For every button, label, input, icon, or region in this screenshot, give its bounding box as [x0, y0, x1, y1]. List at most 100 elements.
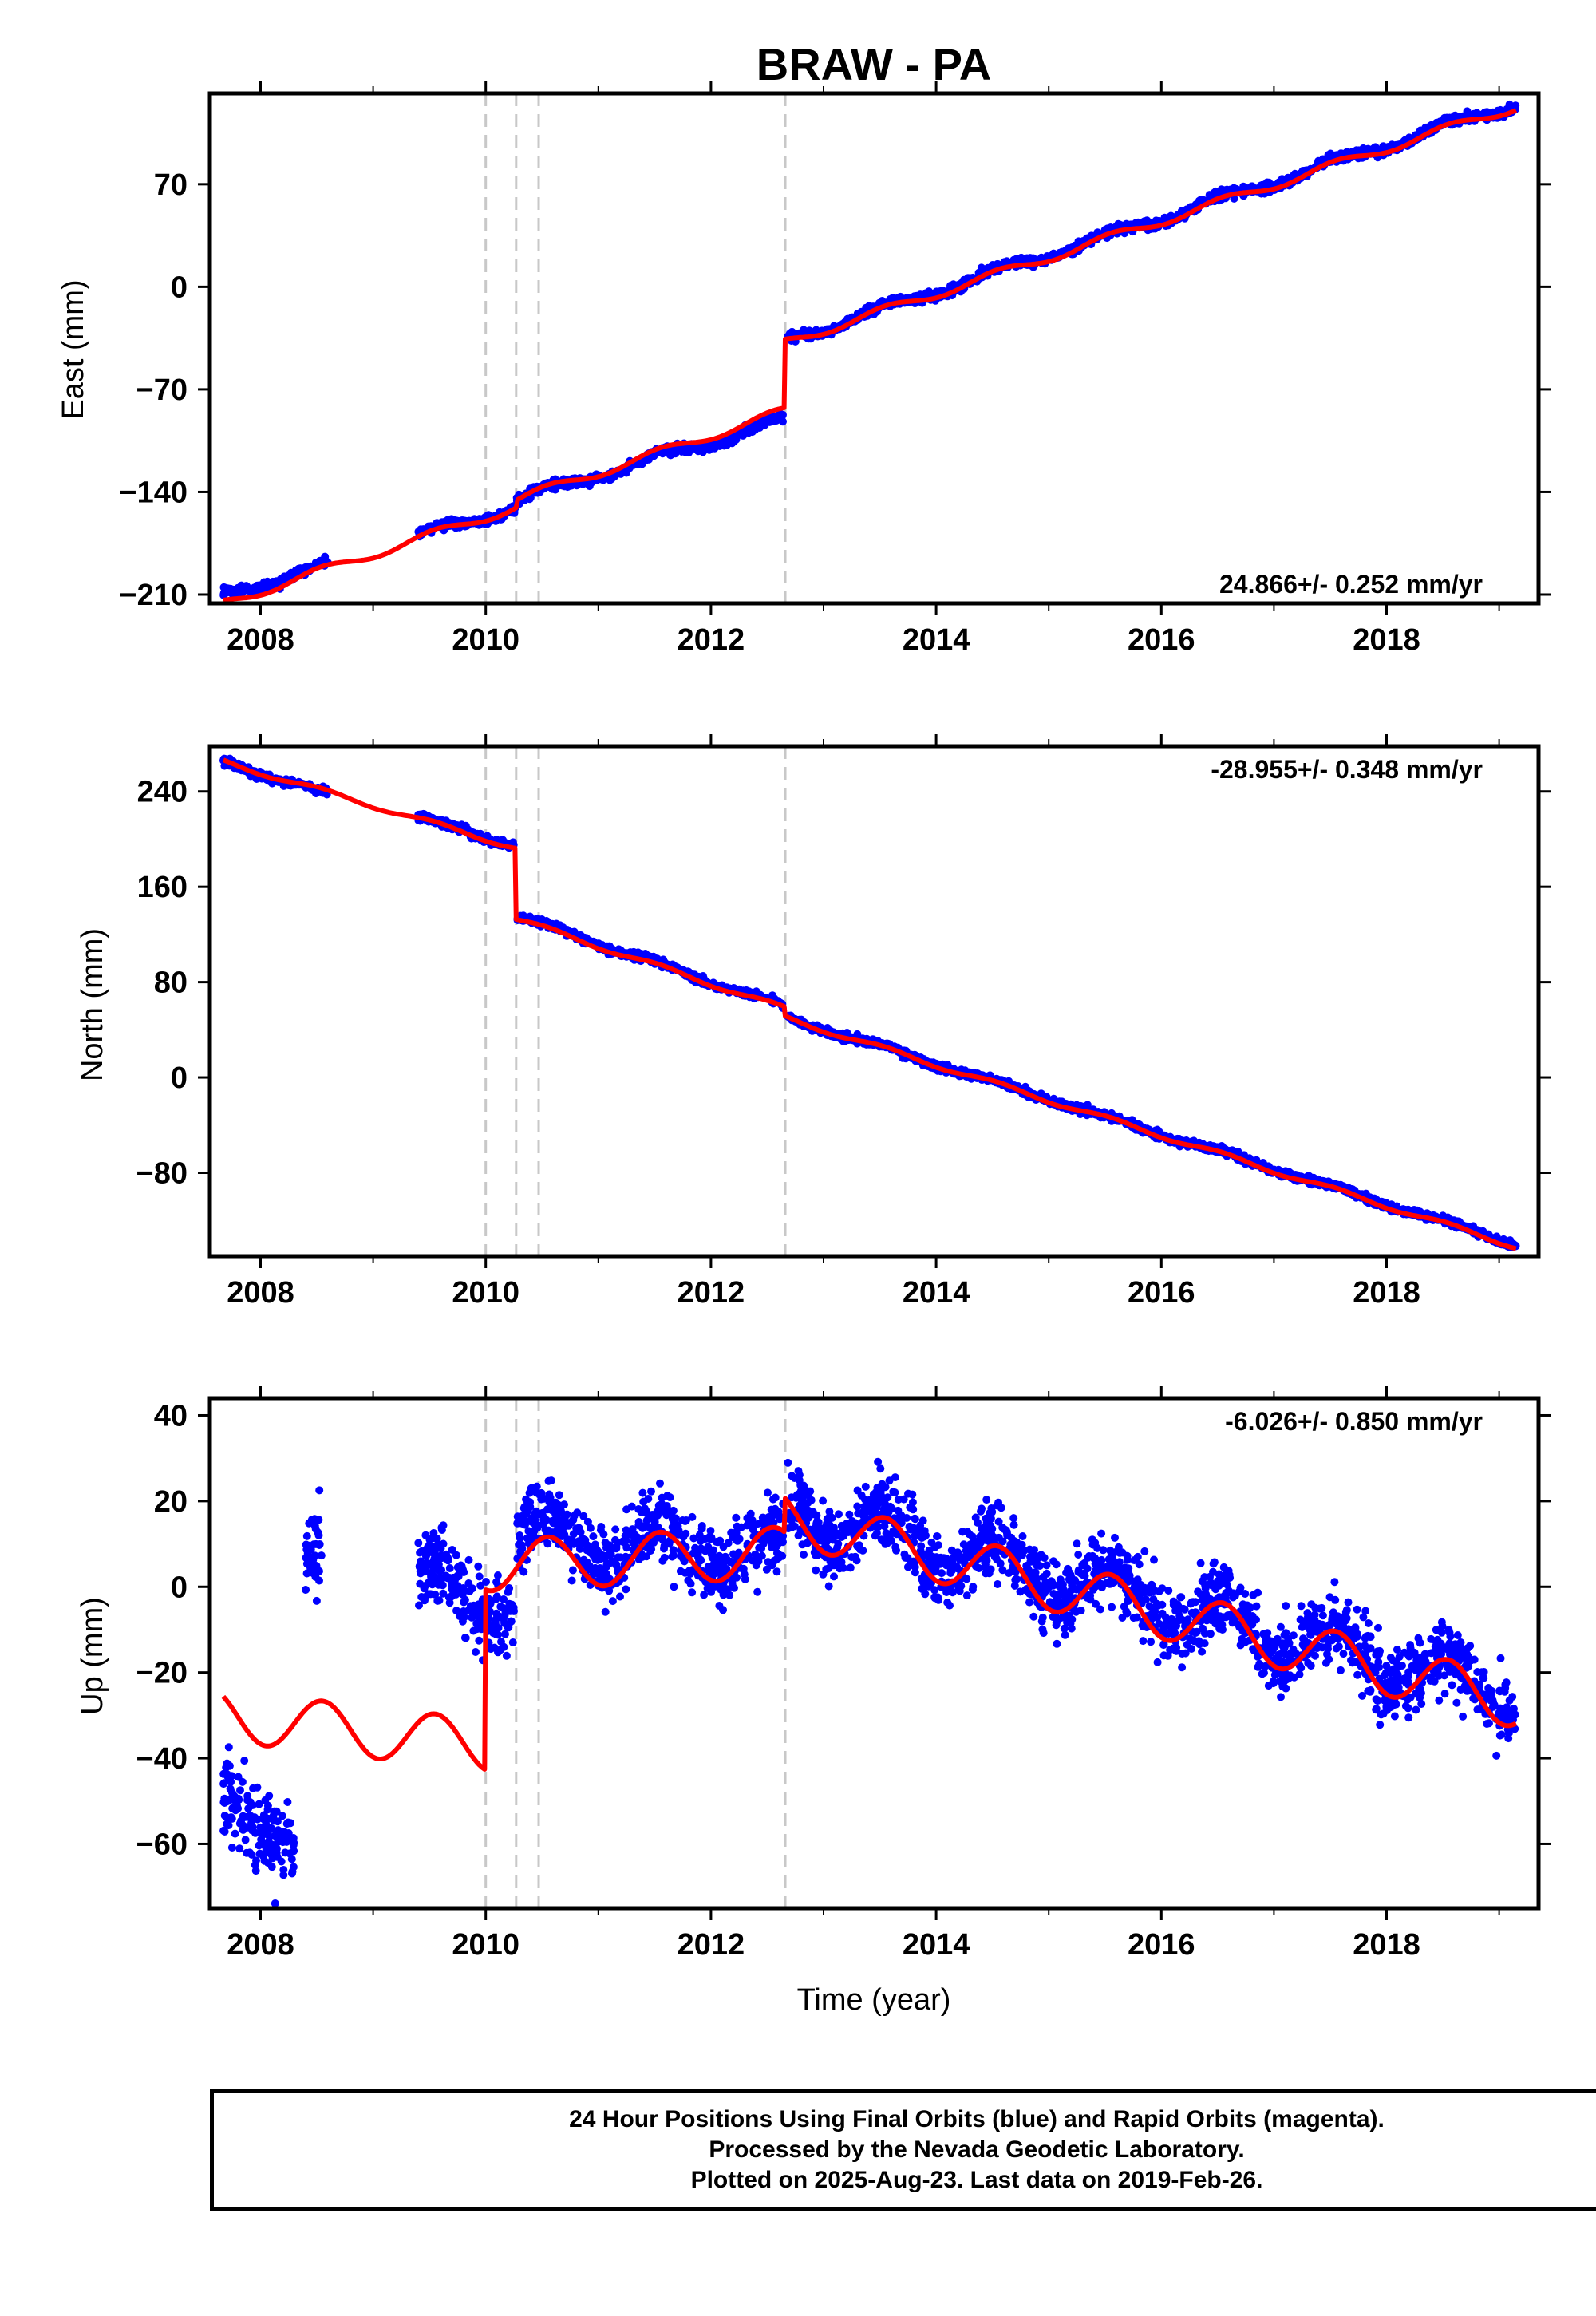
up-panel: -6.026+/- 0.850 mm/yr Up (mm) Time (year…: [76, 1386, 1551, 2017]
east-panel: 24.866+/- 0.252 mm/yr East (mm) 2008 2010…: [57, 81, 1551, 657]
data-point: [221, 588, 230, 597]
data-point: [223, 1759, 231, 1768]
x-tick-label: 2016: [1128, 1276, 1195, 1310]
data-point: [219, 1779, 228, 1788]
data-point: [1506, 1236, 1515, 1245]
north-rate-label: -28.955+/- 0.348 mm/yr: [1211, 755, 1483, 784]
data-point: [261, 1796, 270, 1804]
data-point: [756, 419, 764, 428]
data-point: [267, 1863, 276, 1871]
data-point: [277, 1857, 286, 1866]
data-point: [306, 1545, 315, 1554]
x-tick-label: 2012: [678, 1276, 745, 1310]
y-tick-label: 80: [154, 966, 188, 1000]
data-point: [307, 1516, 316, 1524]
data-point: [315, 1486, 324, 1495]
data-point: [255, 1841, 263, 1850]
east-ylabel: East (mm): [57, 279, 90, 419]
data-point: [259, 1852, 268, 1860]
data-point: [763, 417, 772, 426]
data-point: [227, 1844, 236, 1852]
y-tick-label: 70: [154, 168, 188, 202]
data-point: [280, 572, 289, 581]
data-point: [241, 1836, 250, 1844]
y-tick-label: 160: [137, 871, 188, 904]
data-point: [475, 1572, 484, 1581]
plot-frame: [207, 91, 1541, 606]
model-line: [222, 757, 1517, 1251]
data-point: [290, 1847, 298, 1856]
data-point: [302, 1586, 310, 1594]
data-point: [224, 1743, 233, 1752]
data-point: [288, 1867, 297, 1876]
data-point: [271, 1832, 280, 1840]
x-tick-label: 2010: [452, 1276, 519, 1310]
data-point: [286, 571, 295, 579]
data-point: [283, 1798, 292, 1806]
y-tick-label: −210: [119, 579, 188, 612]
data-point: [220, 1799, 229, 1807]
data-point: [240, 1757, 249, 1765]
up-rate-label: -6.026+/- 0.850 mm/yr: [1225, 1407, 1483, 1436]
up-xlabel: Time (year): [797, 1983, 951, 2017]
data-point: [220, 1812, 229, 1820]
data-point: [622, 468, 630, 477]
data-point: [259, 1811, 268, 1820]
y-tick-label: 0: [171, 1061, 188, 1095]
data-point: [228, 1804, 237, 1812]
y-tick-label: 0: [171, 271, 188, 304]
data-point: [223, 1770, 231, 1779]
x-tick-label: 2018: [1353, 623, 1420, 657]
data-point: [231, 1829, 239, 1838]
x-tick-label: 2014: [903, 1276, 970, 1310]
x-tick-label: 2018: [1353, 1276, 1420, 1310]
y-tick-label: −80: [136, 1156, 188, 1190]
data-point: [244, 1804, 253, 1813]
data-point: [302, 1553, 310, 1562]
data-point: [771, 415, 780, 424]
model-line: [223, 108, 1518, 603]
data-point: [258, 1831, 267, 1840]
data-point: [311, 1524, 320, 1533]
data-point: [311, 1573, 320, 1581]
x-tick-label: 2012: [678, 623, 745, 657]
data-point: [242, 584, 251, 593]
data-point: [300, 564, 309, 573]
data-point: [236, 1786, 244, 1795]
data-point: [279, 1838, 287, 1847]
data-point: [269, 1851, 278, 1860]
y-tick-label: −140: [119, 476, 188, 509]
plot-frame: [207, 744, 1541, 1259]
data-point: [310, 1563, 319, 1571]
x-tick-label: 2010: [452, 623, 519, 657]
x-tick-label: 2014: [903, 623, 970, 657]
data-point: [740, 429, 749, 438]
data-point: [249, 1784, 257, 1792]
north-panel: -28.955+/- 0.348 mm/yr North (mm) 2008 20…: [76, 734, 1551, 1310]
data-point: [267, 1840, 275, 1848]
data-point: [243, 1848, 251, 1857]
up-ylabel: Up (mm): [76, 1597, 109, 1715]
data-point: [234, 1773, 243, 1781]
y-tick-label: 240: [137, 776, 188, 809]
data-point: [251, 584, 259, 593]
east-rate-label: 24.866+/- 0.252 mm/yr: [1219, 570, 1483, 599]
data-point: [778, 412, 787, 421]
data-point: [251, 1867, 260, 1875]
data-point: [312, 1596, 321, 1605]
data-point: [302, 1531, 311, 1540]
chart-title: BRAW - PA: [757, 39, 992, 89]
x-tick-label: 2016: [1128, 623, 1195, 657]
data-point: [729, 435, 738, 444]
data-point: [693, 447, 702, 456]
data-point: [279, 1871, 288, 1879]
data-point: [267, 1824, 275, 1832]
data-point: [251, 1813, 259, 1822]
data-point: [699, 972, 707, 980]
data-point: [290, 1838, 298, 1847]
x-tick-label: 2008: [227, 623, 294, 657]
data-point: [235, 1844, 244, 1853]
data-point: [272, 1807, 281, 1816]
data-point: [284, 1819, 293, 1828]
